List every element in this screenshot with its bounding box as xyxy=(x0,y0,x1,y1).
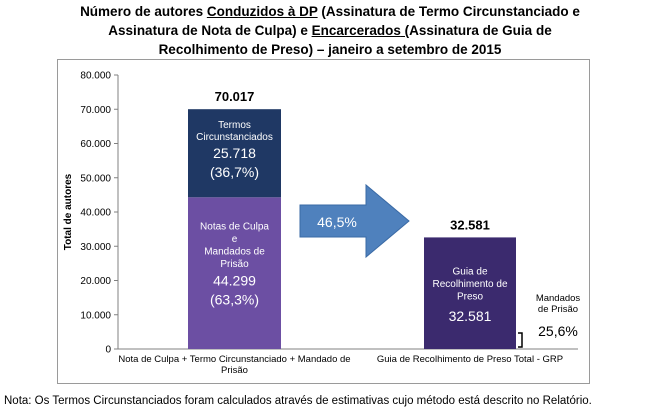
segment-label: Recolhimento de xyxy=(432,279,507,290)
bracket-mark xyxy=(518,332,523,348)
bar-segment-notas-culpa xyxy=(188,197,281,349)
segment-pct-label: (36,7%) xyxy=(210,164,259,180)
side-annotation-label: Mandados xyxy=(536,293,581,304)
y-tick-label: 70.000 xyxy=(80,105,111,116)
footnote: Nota: Os Termos Circunstanciados foram c… xyxy=(4,395,592,407)
y-tick-label: 50.000 xyxy=(80,173,111,184)
y-tick-label: 20.000 xyxy=(80,276,111,287)
segment-value-label: 25.718 xyxy=(213,145,256,161)
bar-total-label: 32.581 xyxy=(450,217,490,232)
chart-frame: Total de autores 0 10.000 20.000 30.000 40.00… xyxy=(57,59,590,384)
segment-label: e xyxy=(232,234,238,245)
side-annotation-label: de Prisão xyxy=(538,304,578,315)
x-category-label: Prisão xyxy=(221,365,248,376)
arrow-shape xyxy=(299,183,410,259)
y-axis-label: Total de autores xyxy=(63,173,74,250)
bar-total-label: 70.017 xyxy=(215,89,255,104)
arrow-label: 46,5% xyxy=(317,214,357,230)
segment-label: Prisão xyxy=(220,259,249,270)
y-tick-label: 10.000 xyxy=(80,310,111,321)
chart-svg: Total de autores 0 10.000 20.000 30.000 40.00… xyxy=(63,71,581,377)
segment-label: Preso xyxy=(457,291,484,302)
segment-label: Notas de Culpa xyxy=(200,221,269,232)
y-tick-label: 40.000 xyxy=(80,208,111,219)
segment-label: Guia de xyxy=(452,266,487,277)
x-category-label: Guia de Recolhimento de Preso Total - GR… xyxy=(377,354,563,365)
side-annotation-value: 25,6% xyxy=(538,323,578,339)
x-category-label: Nota de Culpa + Termo Circunstanciado + … xyxy=(118,354,350,365)
bar-segment-termos xyxy=(188,109,281,198)
segment-value-label: 32.581 xyxy=(449,308,492,324)
segment-value-label: 44.299 xyxy=(213,272,256,288)
segment-label: Mandados de xyxy=(204,246,265,257)
y-tick-label: 0 xyxy=(105,345,111,356)
bar-grp xyxy=(424,237,516,349)
chart-title: Número de autores Conduzidos à DP (Assin… xyxy=(80,4,580,57)
segment-label: Termos xyxy=(218,120,251,131)
y-tick-label: 30.000 xyxy=(80,242,111,253)
y-tick-label: 60.000 xyxy=(80,139,111,150)
y-tick-label: 80.000 xyxy=(80,71,111,82)
segment-pct-label: (63,3%) xyxy=(210,291,259,307)
segment-label: Circunstanciados xyxy=(196,132,273,143)
